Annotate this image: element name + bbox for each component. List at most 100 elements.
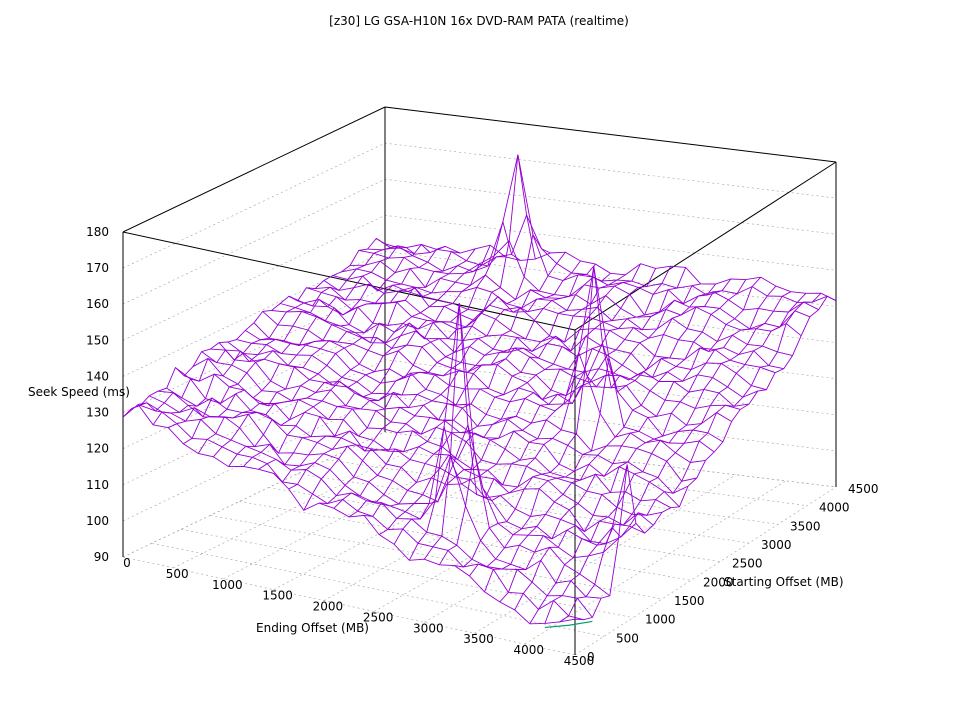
x-tick-label: 1000: [212, 578, 243, 592]
z-tick-label: 170: [86, 261, 109, 275]
gridline-z-150: [122, 215, 837, 341]
y-tick-label: 500: [616, 631, 639, 645]
gridline-y-1000: [181, 528, 634, 618]
mesh-line-y-13: [236, 339, 689, 494]
gridline-x-0: [122, 431, 386, 558]
mesh-line-x-12: [303, 251, 566, 511]
mesh-line-y-7: [183, 373, 637, 545]
gridline-x-3000: [424, 468, 686, 623]
mesh-line-y-12: [227, 341, 680, 508]
gridline-z-160: [122, 178, 837, 305]
x-tick-label: 0: [123, 556, 131, 570]
mesh-line-x-24: [484, 279, 747, 593]
mesh-line-y-30: [384, 243, 837, 302]
mesh-line-y-3: [149, 395, 602, 599]
y-tick-label: 3500: [790, 519, 821, 533]
mesh-line-y-21: [306, 287, 758, 398]
mesh-line-y-17: [271, 310, 724, 443]
box-edge-2: [574, 161, 837, 331]
mesh-line-y-11: [218, 342, 671, 509]
x-tick-label: 3000: [413, 621, 444, 635]
mesh-line-y-8: [192, 357, 645, 534]
mesh-line-y-25: [341, 268, 793, 357]
y-tick-label: 3000: [761, 538, 792, 552]
mesh-line-y-19: [288, 295, 741, 410]
gridline-y-4000: [355, 445, 808, 506]
y-tick-label: 4000: [819, 501, 850, 515]
mesh-line-x-25: [499, 276, 762, 603]
mesh-line-y-0: [122, 403, 576, 625]
y-tick-label: 1500: [674, 594, 705, 608]
mesh-line-y-20: [297, 300, 750, 407]
z-tick-label: 90: [94, 550, 109, 564]
gridline-y-3000: [297, 473, 750, 544]
mesh-line-y-22: [315, 286, 767, 391]
z-tick-label: 130: [86, 406, 109, 420]
x-tick-label: 4500: [564, 654, 595, 668]
mesh-line-x-0: [122, 237, 386, 418]
y-tick-label: 0: [587, 650, 595, 664]
mesh-line-y-2: [140, 404, 593, 618]
gridline-y-0: [122, 556, 576, 656]
mesh-line-x-2: [152, 245, 416, 426]
gridline-y-2000: [239, 501, 692, 581]
z-tick-label: 160: [86, 297, 109, 311]
mesh-line-y-28: [367, 154, 819, 313]
mesh-line-y-27: [358, 239, 811, 330]
chart-title: [z30] LG GSA-H10N 16x DVD-RAM PATA (real…: [329, 14, 629, 28]
gridline-z-170: [122, 142, 837, 269]
mesh-line-y-29: [376, 213, 828, 303]
y-tick-label: 4500: [848, 482, 879, 496]
x-tick-label: 1500: [262, 589, 293, 603]
y-tick-label: 2000: [703, 575, 734, 589]
bounding-box: [122, 106, 837, 655]
x-tick-label: 3500: [463, 632, 494, 646]
mesh-line-y-18: [280, 303, 732, 426]
mesh-underside: [544, 620, 593, 629]
z-tick-label: 140: [86, 369, 109, 383]
y-axis-label: Starting Offset (MB): [724, 575, 844, 589]
x-tick-label: 2500: [363, 610, 394, 624]
mesh-line-y-24: [332, 275, 784, 370]
x-tick-label: 500: [166, 567, 189, 581]
gridline-x-2500: [373, 462, 636, 612]
z-tick-label: 100: [86, 514, 109, 528]
mesh-line-x-29: [559, 292, 822, 623]
gridline-y-3500: [326, 459, 779, 525]
z-tick-label: 120: [86, 442, 109, 456]
mesh-line-y-16: [262, 266, 715, 453]
gridline-x-4000: [524, 480, 787, 645]
mesh-line-y-9: [201, 351, 654, 526]
gridline-z-110: [122, 359, 837, 486]
x-axis-label: Ending Offset (MB): [256, 621, 369, 635]
z-tick-label: 180: [86, 225, 109, 239]
mesh-line-y-4: [157, 303, 611, 597]
z-axis-label: Seek Speed (ms): [28, 385, 130, 399]
mesh-line-y-6: [175, 367, 628, 546]
z-tick-label: 110: [86, 478, 109, 492]
back-wall-gridlines: [122, 106, 837, 656]
gridline-y-4500: [384, 431, 837, 488]
mesh-line-y-15: [253, 322, 706, 463]
x-tick-label: 2000: [313, 600, 344, 614]
gridline-x-3500: [474, 474, 736, 634]
mesh-line-y-26: [350, 260, 802, 337]
gridline-y-1500: [210, 515, 663, 600]
box-edge-3: [122, 231, 576, 331]
tick-labels: 90 100 110 120 130 140 150 160 170 180 0 500 1000 150…: [86, 225, 878, 668]
gridline-x-500: [173, 437, 436, 569]
mesh-line-x-11: [288, 233, 551, 490]
z-tick-label: 150: [86, 333, 109, 347]
box-edge-1: [384, 106, 837, 163]
gridline-x-4500: [574, 486, 837, 656]
y-tick-label: 1000: [645, 613, 676, 627]
mesh-line-y-5: [166, 387, 619, 559]
surface-mesh: [122, 154, 837, 629]
mesh-line-y-10: [210, 348, 663, 516]
gridline-y-500: [152, 542, 605, 637]
box-edge-0: [122, 106, 386, 233]
x-tick-label: 4000: [514, 643, 545, 657]
mesh-line-x-28: [544, 292, 807, 624]
mesh-line-y-23: [323, 280, 776, 374]
